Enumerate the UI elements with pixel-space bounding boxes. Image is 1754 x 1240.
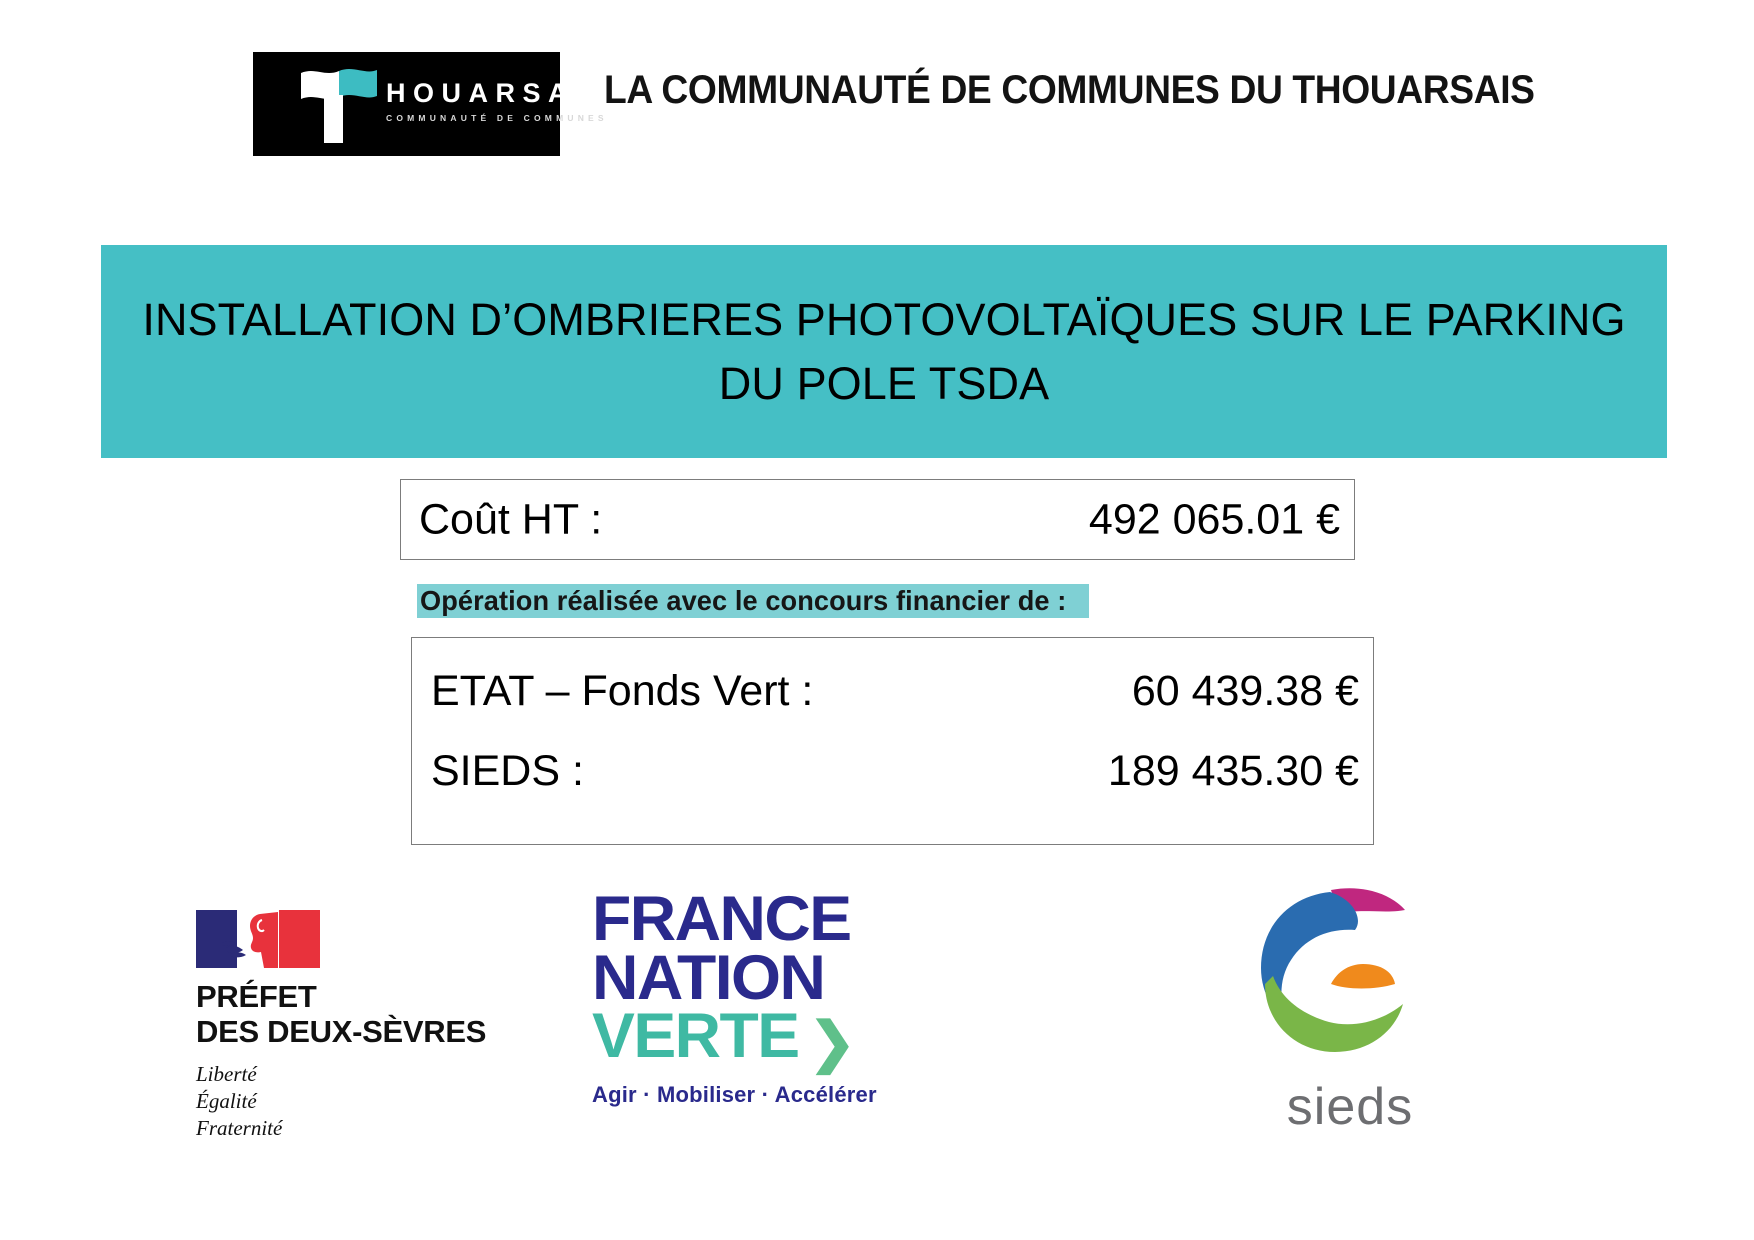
page-title: LA COMMUNAUTÉ DE COMMUNES DU THOUARSAIS: [604, 68, 1535, 112]
marianne-tricolore-icon: [196, 910, 320, 968]
motto-fraternite: Fraternité: [196, 1115, 283, 1140]
funders-box: ETAT – Fonds Vert : 60 439.38 € SIEDS : …: [411, 637, 1374, 845]
cost-box: Coût HT : 492 065.01 €: [400, 479, 1355, 560]
fnv-line-france: FRANCE: [592, 884, 852, 954]
project-banner: INSTALLATION D’OMBRIERES PHOTOVOLTAÏQUES…: [101, 245, 1667, 458]
funder-value: 60 439.38 €: [1131, 667, 1359, 715]
project-banner-title: INSTALLATION D’OMBRIERES PHOTOVOLTAÏQUES…: [142, 293, 1626, 409]
fnv-line-verte: VERTE ❯: [592, 1005, 969, 1074]
france-nation-verte-logo: FRANCE NATION VERTE ❯ Agir · Mobiliser · …: [592, 888, 962, 1150]
cost-label: Coût HT :: [419, 495, 603, 543]
funder-label: ETAT – Fonds Vert :: [431, 667, 814, 715]
motto-liberte: Liberté: [196, 1062, 257, 1087]
prefet-title: PRÉFET DES DEUX-SÈVRES: [196, 979, 540, 1049]
fnv-line-nation: NATION: [592, 942, 826, 1013]
tricolore-blue-band: [196, 910, 238, 968]
thouarsais-logo: HOUARSAIS COMMUNAUTÉ DE COMMUNES: [253, 52, 608, 156]
prefet-title-line1: PRÉFET: [196, 979, 317, 1014]
thouarsais-logo-name: HOUARSAIS: [386, 78, 616, 108]
flag-t-icon: [301, 69, 377, 143]
fnv-tagline: Agir · Mobiliser · Accélérer: [592, 1082, 877, 1108]
cost-value: 492 065.01 €: [1088, 495, 1340, 543]
sieds-wordmark: sieds: [1286, 1078, 1414, 1136]
sieds-logo: sieds: [1235, 880, 1465, 1160]
marianne-profile-icon: [222, 910, 278, 968]
funder-row: ETAT – Fonds Vert : 60 439.38 €: [412, 660, 1373, 722]
thouarsais-logo-text: HOUARSAIS COMMUNAUTÉ DE COMMUNES: [386, 80, 616, 123]
chevron-right-icon: ❯: [808, 1011, 856, 1074]
fnv-verte-text: VERTE: [592, 1001, 800, 1072]
concours-text: Opération réalisée avec le concours fina…: [420, 585, 1067, 616]
tricolore-red-band: [278, 910, 320, 968]
concours-highlight: Opération réalisée avec le concours fina…: [417, 584, 1090, 618]
motto-egalite: Égalité: [196, 1088, 257, 1113]
fnv-wordmark: FRANCE NATION VERTE ❯: [592, 888, 962, 1070]
funder-label: SIEDS :: [431, 747, 584, 795]
sieds-swirl-icon: [1261, 888, 1405, 1052]
thouarsais-logo-subtitle: COMMUNAUTÉ DE COMMUNES: [386, 113, 608, 123]
republic-motto: Liberté Égalité Fraternité: [196, 1061, 540, 1142]
funder-row: SIEDS : 189 435.30 €: [412, 740, 1373, 802]
funder-value: 189 435.30 €: [1107, 747, 1359, 795]
prefet-deux-sevres-logo: PRÉFET DES DEUX-SÈVRES Liberté Égalité F…: [190, 910, 540, 1142]
prefet-title-line2: DES DEUX-SÈVRES: [196, 1014, 487, 1050]
